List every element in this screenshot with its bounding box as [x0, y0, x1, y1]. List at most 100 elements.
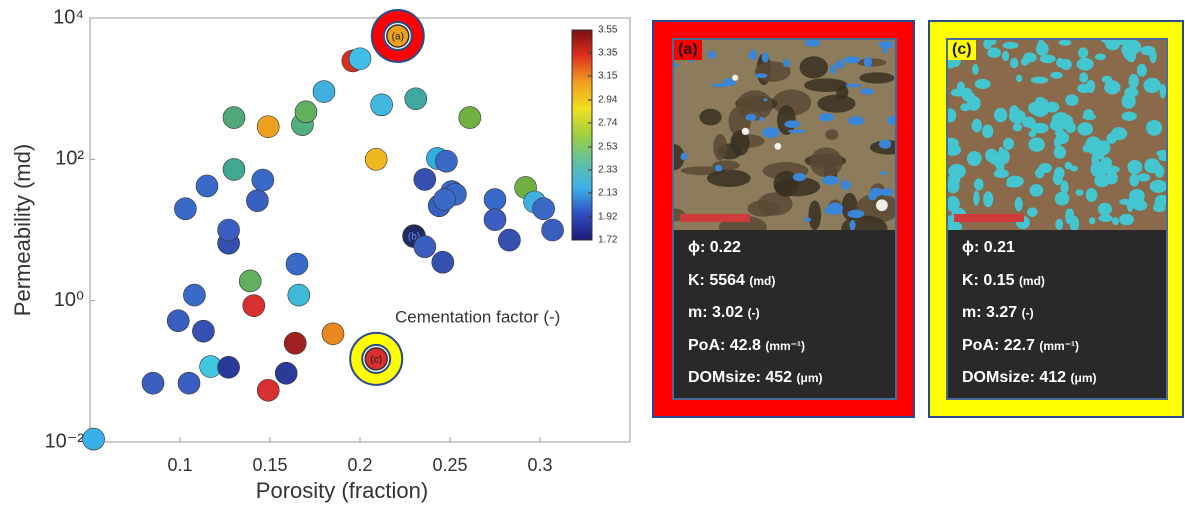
pore — [1053, 171, 1063, 186]
pore — [1011, 111, 1019, 117]
grain — [707, 169, 751, 187]
point — [218, 219, 240, 241]
x-tick-label: 0.1 — [167, 455, 192, 475]
property-value: 0.15 — [983, 272, 1014, 289]
pore — [1027, 121, 1036, 128]
point — [167, 310, 189, 332]
property-unit: (μm) — [1071, 371, 1097, 385]
pore — [1059, 40, 1072, 46]
point — [257, 116, 279, 138]
pore — [827, 210, 843, 215]
y-tick-label: 10² — [55, 148, 84, 170]
point — [459, 107, 481, 129]
pore — [848, 116, 864, 125]
pore — [1077, 58, 1094, 71]
property-value: 452 — [765, 369, 792, 386]
property-value: 42.8 — [730, 337, 761, 354]
x-tick-label: 0.2 — [347, 455, 372, 475]
pore — [1102, 76, 1112, 83]
property-row: ϕ: 0.21 — [962, 232, 1097, 265]
pore — [961, 92, 975, 99]
pore — [759, 117, 764, 122]
grain — [747, 200, 779, 216]
pore — [749, 50, 758, 60]
point — [313, 81, 335, 103]
grain — [859, 72, 894, 83]
point — [142, 372, 164, 394]
pore — [1122, 93, 1136, 108]
property-unit: (μm) — [797, 371, 823, 385]
pore — [1094, 174, 1110, 187]
property-value: 5564 — [709, 272, 745, 289]
point — [223, 158, 245, 180]
pore — [836, 60, 845, 69]
pore — [994, 108, 1007, 122]
pore — [1119, 214, 1134, 226]
pore — [1144, 158, 1160, 173]
colorbar-tick-label: 3.55 — [598, 25, 618, 36]
point — [414, 168, 436, 190]
property-name: DOMsize: — [688, 369, 761, 386]
point — [243, 295, 265, 317]
point — [174, 198, 196, 220]
pore — [1138, 173, 1151, 181]
pore — [715, 165, 722, 172]
property-unit: (md) — [1019, 274, 1045, 288]
pore — [973, 191, 979, 206]
pore — [830, 64, 836, 75]
pore — [1137, 64, 1147, 77]
pore — [957, 82, 965, 92]
pore — [948, 164, 966, 179]
point — [434, 189, 456, 211]
pore — [1021, 57, 1029, 65]
pore — [1129, 197, 1142, 204]
point — [192, 320, 214, 342]
property-row: K: 5564 (md) — [688, 265, 823, 298]
point — [257, 379, 279, 401]
colorbar-tick-label: 2.74 — [598, 118, 618, 129]
pore — [1016, 75, 1022, 83]
pore — [1031, 77, 1048, 84]
point — [533, 198, 555, 220]
property-row: DOMsize: 412 (μm) — [962, 362, 1097, 395]
property-row: ϕ: 0.22 — [688, 232, 823, 265]
colorbar — [572, 30, 592, 240]
pore — [1098, 203, 1112, 216]
grain — [810, 147, 843, 177]
pore — [1160, 84, 1166, 98]
grain — [699, 109, 721, 126]
pore — [762, 127, 779, 138]
y-tick-label: 10⁴ — [53, 6, 84, 28]
property-row: m: 3.02 (-) — [688, 297, 823, 330]
point — [196, 175, 218, 197]
point-label: (a) — [392, 32, 404, 43]
colorbar-tick-label: 3.35 — [598, 48, 618, 59]
pore — [1050, 72, 1062, 79]
pore — [783, 59, 790, 67]
property-name: ϕ: — [962, 239, 979, 256]
pore — [1112, 217, 1119, 225]
pore — [680, 153, 687, 161]
property-value: 3.02 — [712, 304, 743, 321]
y-axis-label: Permeability (md) — [10, 144, 35, 316]
property-name: DOMsize: — [962, 369, 1035, 386]
colorbar-label: Cementation factor (-) — [395, 307, 560, 326]
pore — [975, 79, 991, 89]
pore — [1028, 137, 1045, 152]
pore — [1013, 123, 1023, 132]
colorbar-tick-label: 2.13 — [598, 188, 618, 199]
pore — [1077, 84, 1090, 94]
property-row: m: 3.27 (-) — [962, 297, 1097, 330]
pore — [864, 57, 872, 67]
panel-rows: ϕ: 0.22K: 5564 (md)m: 3.02 (-)PoA: 42.8 … — [688, 232, 823, 395]
pore — [823, 177, 835, 181]
pore — [1097, 145, 1105, 160]
pore — [882, 48, 887, 53]
pore — [804, 218, 811, 222]
pore — [793, 173, 806, 181]
point — [365, 148, 387, 170]
pore — [1089, 217, 1095, 224]
point — [484, 209, 506, 231]
bright-spot — [742, 128, 749, 135]
